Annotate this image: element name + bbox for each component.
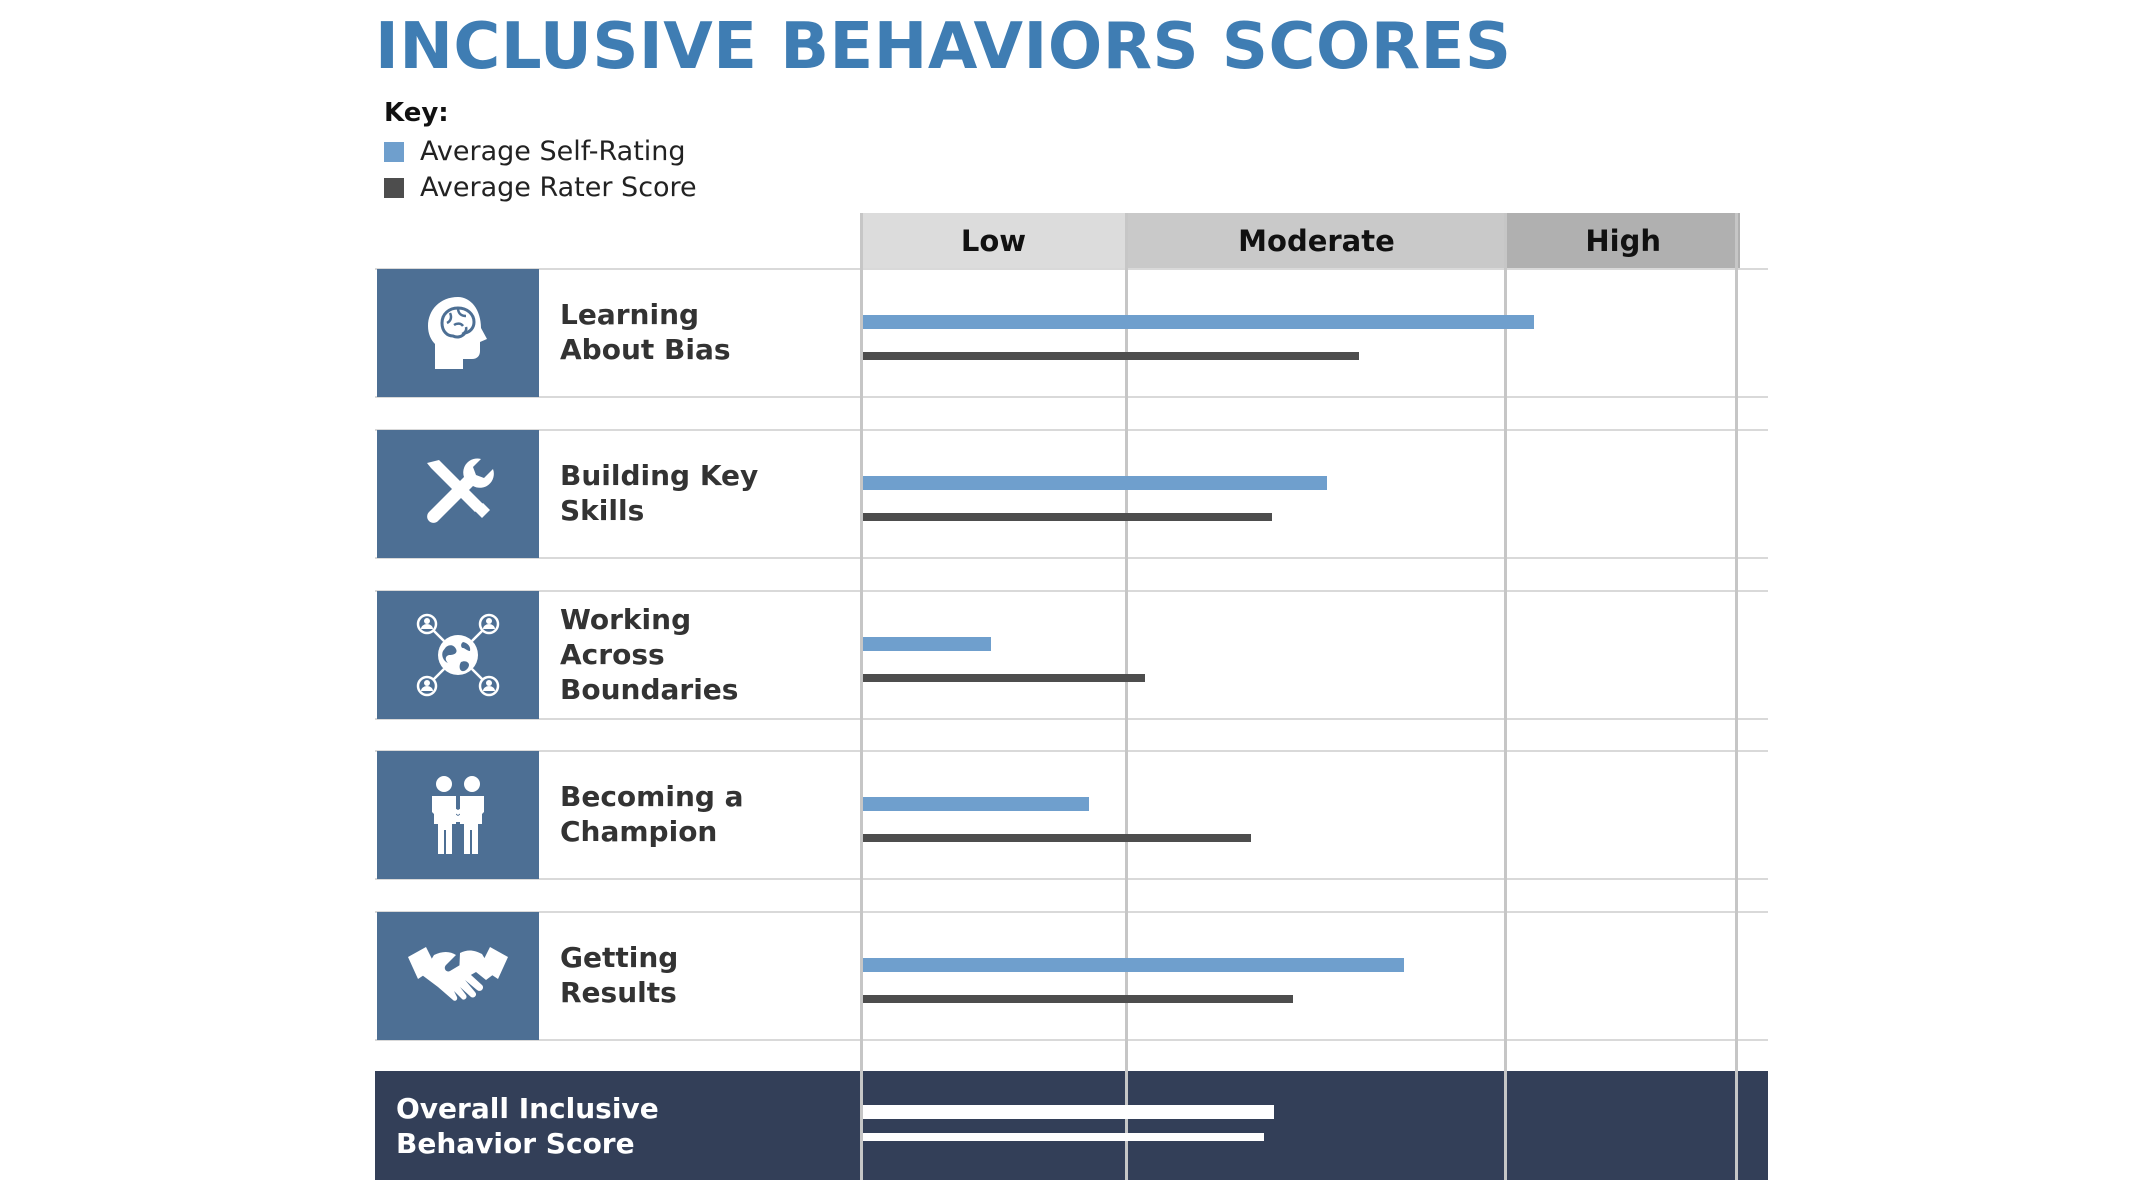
self-rating-bar bbox=[863, 958, 1405, 972]
label-line: Behavior Score bbox=[396, 1126, 635, 1160]
self-rating-bar bbox=[863, 476, 1328, 490]
row-line-bottom bbox=[375, 878, 1768, 880]
row-label-1: Building Key Skills bbox=[560, 458, 758, 528]
row-label-3: Becoming a Champion bbox=[560, 779, 744, 849]
legend-swatch-self-rating bbox=[384, 141, 404, 162]
tools-icon bbox=[377, 430, 539, 558]
label-line: About Bias bbox=[560, 333, 731, 366]
row-label-4: Getting Results bbox=[560, 940, 678, 1010]
row-line-top bbox=[375, 429, 1768, 431]
head-brain-icon bbox=[377, 269, 539, 397]
label-line: Building Key bbox=[560, 459, 759, 492]
label-line: Becoming a bbox=[560, 780, 744, 813]
self-rating-bar bbox=[863, 637, 991, 651]
legend-item-self-rating: Average Self-Rating bbox=[384, 136, 686, 167]
band-divider bbox=[1125, 213, 1128, 1180]
rater-score-bar bbox=[863, 834, 1251, 842]
row-line-top bbox=[375, 590, 1768, 592]
page-title: INCLUSIVE BEHAVIORS SCORES bbox=[375, 10, 1512, 84]
legend-swatch-rater-score bbox=[384, 177, 404, 198]
rater-score-bar bbox=[863, 513, 1272, 521]
rater-score-bar bbox=[863, 352, 1360, 360]
band-divider bbox=[1503, 213, 1507, 1180]
row-line-bottom bbox=[375, 396, 1768, 398]
overall-score-band bbox=[375, 1071, 1768, 1180]
row-label-2: Working Across Boundaries bbox=[560, 602, 738, 707]
row-line-top bbox=[375, 268, 1768, 270]
global-network-icon bbox=[377, 591, 539, 719]
label-line: Working bbox=[560, 602, 692, 636]
label-line: Getting bbox=[560, 941, 679, 974]
champions-icon bbox=[377, 751, 539, 879]
rater-score-bar bbox=[863, 674, 1145, 682]
self-rating-bar bbox=[863, 1105, 1275, 1119]
row-line-bottom bbox=[375, 557, 1768, 559]
row-line-top bbox=[375, 911, 1768, 913]
rater-score-bar bbox=[863, 1133, 1264, 1141]
band-header-moderate: Moderate bbox=[1127, 213, 1506, 269]
label-line: Champion bbox=[560, 815, 718, 848]
self-rating-bar bbox=[863, 797, 1089, 811]
label-line: Skills bbox=[560, 494, 645, 527]
band-header-high: High bbox=[1505, 213, 1741, 269]
legend-heading: Key: bbox=[384, 98, 449, 128]
band-divider bbox=[860, 213, 863, 1180]
legend-item-rater-score: Average Rater Score bbox=[384, 172, 697, 203]
label-line: Results bbox=[560, 976, 677, 1009]
overall-score-label: Overall Inclusive Behavior Score bbox=[396, 1091, 659, 1161]
legend-label-rater-score: Average Rater Score bbox=[420, 172, 697, 203]
handshake-icon bbox=[377, 912, 539, 1040]
label-line: Learning bbox=[560, 298, 700, 331]
rater-score-bar bbox=[863, 995, 1293, 1003]
label-line: Overall Inclusive bbox=[396, 1091, 659, 1125]
legend-label-self-rating: Average Self-Rating bbox=[420, 136, 686, 167]
label-line: Across bbox=[560, 637, 665, 671]
row-line-top bbox=[375, 750, 1768, 752]
label-line: Boundaries bbox=[560, 672, 739, 706]
row-label-0: Learning About Bias bbox=[560, 297, 731, 367]
row-line-bottom bbox=[375, 718, 1768, 720]
self-rating-bar bbox=[863, 315, 1535, 329]
row-line-bottom bbox=[375, 1039, 1768, 1041]
band-header-low: Low bbox=[861, 213, 1126, 269]
band-divider bbox=[1734, 213, 1738, 1180]
